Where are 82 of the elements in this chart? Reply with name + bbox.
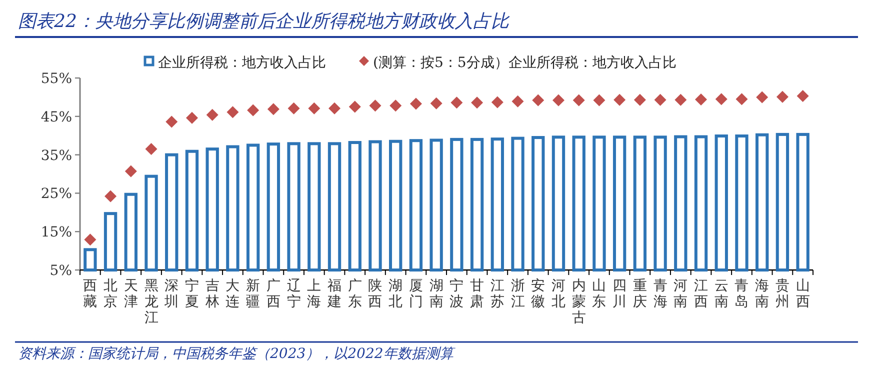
legend-label: 企业所得税：地方收入占比 [158, 55, 326, 71]
x-tick-label: 深圳 [164, 278, 179, 310]
point [84, 234, 96, 246]
x-tick-label: 辽宁 [286, 278, 301, 310]
x-tick-label: 山东 [592, 278, 606, 310]
x-tick-label: 河南 [674, 278, 688, 310]
point [328, 102, 341, 114]
y-tick-label: 15% [40, 224, 72, 241]
x-tick-label: 厦门 [408, 278, 423, 310]
point [715, 93, 728, 106]
point [206, 108, 218, 121]
legend-label: (测算：按5：5分成）企业所得税：地方收入占比 [373, 55, 676, 71]
point [450, 96, 463, 109]
x-tick-label: 陕西 [368, 278, 382, 310]
point [491, 96, 504, 108]
point [634, 94, 646, 106]
point [552, 94, 564, 106]
x-tick-label: 四川 [612, 278, 627, 310]
x-tick-label: 宁波 [450, 278, 464, 310]
x-tick-label: 河北 [551, 278, 566, 310]
title: 图表22：央地分享比例调整前后企业所得税地方财政收入占比 [18, 11, 509, 32]
text: 资料来源：国家统计局，中国税务年鉴（2023），以2022年数据测算 [18, 346, 456, 362]
point [512, 95, 524, 108]
x-tick-label: 贵州 [775, 278, 790, 310]
point [471, 96, 484, 109]
point [614, 94, 626, 106]
x-tick-label: 黑龙江 [144, 278, 158, 326]
x-tick-label: 浙江 [510, 278, 525, 310]
point [572, 94, 585, 106]
point [369, 100, 382, 112]
x-tick-label: 广东 [348, 278, 362, 310]
point [695, 94, 708, 106]
x-tick-label: 安徽 [531, 278, 546, 310]
point [348, 100, 361, 113]
y-tick-label: 35% [40, 148, 72, 164]
point [796, 90, 809, 102]
x-tick-label: 吉林 [204, 278, 220, 310]
x-tick-label: 青岛 [734, 278, 749, 310]
point [226, 106, 239, 118]
point [104, 190, 117, 202]
x-tick-label: 宁夏 [184, 278, 199, 310]
x-tick-label: 甘肃 [470, 278, 484, 310]
x-tick-label: 山西 [796, 278, 810, 310]
point [430, 97, 442, 110]
point [532, 94, 544, 106]
x-tick-label: 湖南 [429, 278, 444, 310]
point [288, 102, 300, 114]
point [186, 112, 198, 124]
point [390, 100, 402, 112]
x-tick-label: 新疆 [246, 278, 260, 310]
x-tick-label: 广西 [266, 278, 280, 310]
x-tick-label: 云南 [714, 278, 728, 310]
x-tick-label: 海南 [755, 278, 770, 310]
point [776, 90, 788, 103]
x-tick-label: 西藏 [83, 278, 98, 310]
x-tick-label: 江苏 [490, 278, 504, 310]
x-tick-label: 福建 [326, 278, 342, 310]
x-tick-label: 内蒙古 [572, 278, 586, 326]
y-tick-label: 25% [40, 186, 72, 202]
y-tick-label: 45% [40, 109, 72, 126]
point [145, 143, 158, 156]
point [593, 94, 606, 106]
y-tick-label: 55% [40, 71, 72, 87]
point [267, 103, 280, 116]
point [166, 116, 178, 128]
point [736, 93, 748, 106]
point [308, 102, 320, 114]
point [674, 94, 687, 106]
x-tick-label: 天津 [124, 278, 138, 310]
point [124, 165, 137, 178]
x-tick-label: 北京 [104, 278, 118, 310]
x-tick-label: 上海 [307, 278, 322, 310]
point [247, 104, 260, 116]
x-tick-label: 大连 [226, 278, 240, 310]
x-tick-label: 湖北 [388, 278, 403, 310]
point [654, 94, 666, 106]
point [410, 98, 422, 110]
x-tick-label: 青海 [653, 278, 668, 310]
point [756, 91, 768, 104]
x-tick-label: 江西 [694, 278, 708, 310]
x-tick-label: 重庆 [632, 278, 647, 310]
y-tick-label: 5% [50, 263, 72, 279]
